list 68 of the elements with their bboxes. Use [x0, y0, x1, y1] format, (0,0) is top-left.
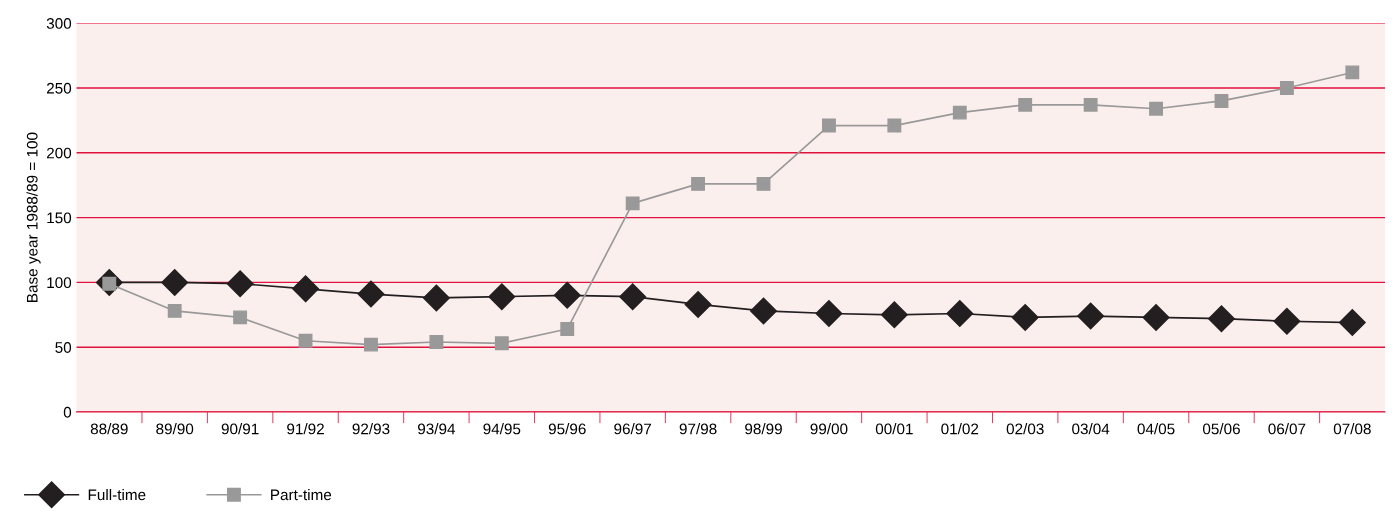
- point: [1149, 101, 1164, 116]
- x-tick-label: 00/01: [875, 423, 913, 435]
- y-tick-label: 300: [46, 18, 72, 29]
- point: [1077, 302, 1105, 330]
- x-tick-label: 05/06: [1202, 423, 1240, 435]
- legend-label: Part-time: [271, 488, 332, 501]
- x-tick-label: 01/02: [941, 423, 979, 435]
- point: [1142, 303, 1170, 331]
- x-tick-label: 89/90: [156, 423, 194, 435]
- x-tick-label: 90/91: [221, 423, 259, 435]
- point: [684, 290, 712, 318]
- point: [1083, 97, 1098, 112]
- point: [821, 118, 836, 133]
- point: [1338, 309, 1366, 337]
- point: [560, 322, 575, 336]
- point: [422, 284, 450, 312]
- point: [364, 337, 378, 352]
- x-tick-label: 98/99: [745, 423, 782, 435]
- x-tick-label: 93/94: [417, 423, 456, 435]
- x-tick-label: 02/03: [1006, 423, 1044, 435]
- point: [233, 310, 248, 325]
- x-tick-label: 95/96: [548, 423, 586, 435]
- point: [1208, 305, 1235, 333]
- y-tick-label: 150: [47, 212, 72, 224]
- point: [756, 176, 771, 191]
- y-tick-label: 200: [46, 147, 72, 159]
- point: [161, 268, 189, 296]
- point: [488, 283, 516, 311]
- point: [1273, 307, 1301, 335]
- point: [625, 196, 640, 211]
- point: [619, 283, 647, 311]
- point: [815, 300, 843, 327]
- point: [1018, 97, 1033, 112]
- x-tick-label: 92/93: [352, 423, 390, 435]
- point: [1345, 65, 1360, 80]
- point: [429, 335, 444, 349]
- point: [887, 118, 902, 133]
- point: [1011, 303, 1039, 331]
- point: [357, 280, 385, 308]
- point: [952, 105, 967, 120]
- point: [553, 281, 581, 309]
- y-tick-label: 100: [47, 277, 72, 289]
- point: [167, 303, 182, 318]
- y-tick-label: 250: [46, 82, 72, 94]
- point: [750, 297, 777, 325]
- point: [226, 270, 254, 298]
- x-tick-label: 07/08: [1333, 423, 1371, 435]
- x-tick-label: 88/89: [90, 423, 128, 435]
- x-tick-label: 96/97: [614, 423, 652, 435]
- x-tick-label: 91/92: [287, 423, 324, 435]
- y-tick-label: 50: [55, 342, 72, 353]
- x-tick-label: 99/00: [810, 423, 848, 435]
- point: [298, 333, 313, 348]
- y-tick-label: 0: [63, 406, 72, 418]
- point: [880, 301, 908, 329]
- x-tick-label: 94/95: [483, 423, 521, 435]
- legend-label: Full-time: [88, 488, 146, 501]
- y-axis-title: Base year 1988/89 = 100: [26, 132, 41, 302]
- point: [946, 300, 974, 327]
- x-tick-label: 03/04: [1072, 423, 1110, 435]
- point: [292, 275, 320, 303]
- point: [691, 176, 706, 191]
- x-tick-label: 04/05: [1137, 423, 1175, 435]
- x-tick-label: 97/98: [679, 423, 717, 435]
- point: [494, 336, 509, 351]
- point: [1214, 93, 1229, 108]
- x-tick-label: 06/07: [1268, 423, 1306, 435]
- point: [1279, 81, 1294, 95]
